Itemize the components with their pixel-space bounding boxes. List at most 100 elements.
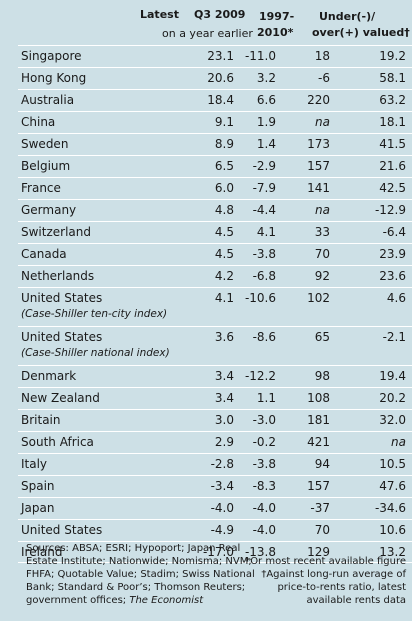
value-q3-2009: -8.3 xyxy=(252,479,276,493)
sources-tail: The Economist xyxy=(129,595,204,606)
value-q3-2009: -2.9 xyxy=(252,159,276,173)
table-row: Switzerland 4.5 4.1 33 -6.4 xyxy=(18,221,412,243)
value-under-over-valued: 32.0 xyxy=(379,413,406,427)
country-name: Britain xyxy=(21,413,61,427)
value-since-1997: 129 xyxy=(307,545,330,559)
table-footer: Sources: ABSA; ESRI; Hypoport; Japan Rea… xyxy=(0,537,412,621)
value-under-over-valued: 21.6 xyxy=(379,159,406,173)
value-since-1997: 102 xyxy=(307,291,330,305)
value-q3-2009: -3.8 xyxy=(252,457,276,471)
value-under-over-valued: na xyxy=(391,435,406,449)
country-name: New Zealand xyxy=(21,391,100,405)
value-under-over-valued: 19.4 xyxy=(379,369,406,383)
table-row: Japan -4.0 -4.0 -37 -34.6 xyxy=(18,497,412,519)
value-q3-2009: -6.8 xyxy=(252,269,276,283)
table-body: Singapore 23.1 -11.0 18 19.2 Hong Kong 20.6 3.2… xyxy=(18,45,412,563)
country-name: Singapore xyxy=(21,49,82,63)
value-q3-2009: 4.1 xyxy=(256,225,276,239)
value-latest: 4.5 xyxy=(214,247,234,261)
table-row: Spain -3.4 -8.3 157 47.6 xyxy=(18,475,412,497)
country-name: Switzerland xyxy=(21,225,91,239)
table-row: Singapore 23.1 -11.0 18 19.2 xyxy=(18,45,412,67)
value-since-1997: na xyxy=(315,115,330,129)
country-name: Sweden xyxy=(21,137,69,151)
table-row: Sweden 8.9 1.4 173 41.5 xyxy=(18,133,412,155)
country-name: South Africa xyxy=(21,435,94,449)
value-under-over-valued: 42.5 xyxy=(379,181,406,195)
table-row: France 6.0 -7.9 141 42.5 xyxy=(18,177,412,199)
value-since-1997: 108 xyxy=(307,391,330,405)
value-under-over-valued: 23.9 xyxy=(379,247,406,261)
col-header-q3-2009: Q3 2009 xyxy=(194,8,246,21)
index-note: (Case-Shiller national index) xyxy=(21,347,170,359)
country-name: Spain xyxy=(21,479,55,493)
value-q3-2009: -10.6 xyxy=(244,291,276,305)
value-under-over-valued: 20.2 xyxy=(379,391,406,405)
table-row: New Zealand 3.4 1.1 108 20.2 xyxy=(18,387,412,409)
value-latest: 3.4 xyxy=(214,369,234,383)
value-latest: -3.4 xyxy=(210,479,234,493)
country-name: Netherlands xyxy=(21,269,95,283)
value-latest: 3.6 xyxy=(214,330,234,344)
value-latest: 6.5 xyxy=(214,159,234,173)
value-q3-2009: -8.6 xyxy=(252,330,276,344)
value-under-over-valued: 19.2 xyxy=(379,49,406,63)
value-under-over-valued: 18.1 xyxy=(379,115,406,129)
value-q3-2009: -7.9 xyxy=(252,181,276,195)
country-name: China xyxy=(21,115,56,129)
value-latest: 18.4 xyxy=(207,93,234,107)
value-since-1997: 141 xyxy=(307,181,330,195)
table-row: Ireland -17.0 -13.8 129 13.2 xyxy=(18,541,412,563)
value-since-1997: 92 xyxy=(314,269,330,283)
table-row: United States (Case-Shiller national inde… xyxy=(18,326,412,365)
value-q3-2009: 1.1 xyxy=(256,391,276,405)
value-q3-2009: -0.2 xyxy=(252,435,276,449)
value-under-over-valued: 13.2 xyxy=(379,545,406,559)
table-row: United States (Case-Shiller ten-city inde… xyxy=(18,287,412,326)
sources-note: Sources: ABSA; ESRI; Hypoport; Japan Rea… xyxy=(26,542,256,607)
country-name: Ireland xyxy=(21,545,63,559)
col-header-valued-line1: Under(-)/ xyxy=(319,10,376,23)
value-q3-2009: -13.8 xyxy=(244,545,276,559)
value-under-over-valued: 47.6 xyxy=(379,479,406,493)
table-row: Belgium 6.5 -2.9 157 21.6 xyxy=(18,155,412,177)
country-name: France xyxy=(21,181,61,195)
value-latest: -4.9 xyxy=(210,523,234,537)
value-latest: 23.1 xyxy=(207,49,234,63)
col-header-q3-subtitle: on a year earlier xyxy=(162,27,253,40)
country-name: Belgium xyxy=(21,159,71,173)
value-since-1997: 173 xyxy=(307,137,330,151)
table-row: Hong Kong 20.6 3.2 -6 58.1 xyxy=(18,67,412,89)
value-under-over-valued: 41.5 xyxy=(379,137,406,151)
value-since-1997: 70 xyxy=(314,523,330,537)
table-row: South Africa 2.9 -0.2 421 na xyxy=(18,431,412,453)
value-q3-2009: -3.0 xyxy=(252,413,276,427)
value-latest: -17.0 xyxy=(202,545,234,559)
country-name: Hong Kong xyxy=(21,71,87,85)
value-under-over-valued: 23.6 xyxy=(379,269,406,283)
table-row: Canada 4.5 -3.8 70 23.9 xyxy=(18,243,412,265)
value-since-1997: 98 xyxy=(314,369,330,383)
footnotes: *Or most recent available figure †Agains… xyxy=(238,555,406,607)
value-since-1997: -37 xyxy=(310,501,330,515)
value-latest: 4.5 xyxy=(214,225,234,239)
value-latest: 6.0 xyxy=(214,181,234,195)
value-latest: -2.8 xyxy=(210,457,234,471)
value-since-1997: 70 xyxy=(314,247,330,261)
value-q3-2009: 6.6 xyxy=(256,93,276,107)
value-latest: 2.9 xyxy=(214,435,234,449)
value-q3-2009: -3.8 xyxy=(252,247,276,261)
value-q3-2009: 1.4 xyxy=(256,137,276,151)
value-under-over-valued: 10.5 xyxy=(379,457,406,471)
index-note: (Case-Shiller ten-city index) xyxy=(21,308,168,320)
value-since-1997: 157 xyxy=(307,159,330,173)
col-header-valued-line2: over(+) valued† xyxy=(312,26,410,39)
value-latest: 9.1 xyxy=(214,115,234,129)
value-latest: 8.9 xyxy=(214,137,234,151)
value-since-1997: 18 xyxy=(314,49,330,63)
value-latest: 20.6 xyxy=(207,71,234,85)
value-since-1997: 220 xyxy=(307,93,330,107)
col-header-1997-line2: 2010* xyxy=(257,26,294,39)
value-q3-2009: -12.2 xyxy=(244,369,276,383)
country-name: Italy xyxy=(21,457,48,471)
